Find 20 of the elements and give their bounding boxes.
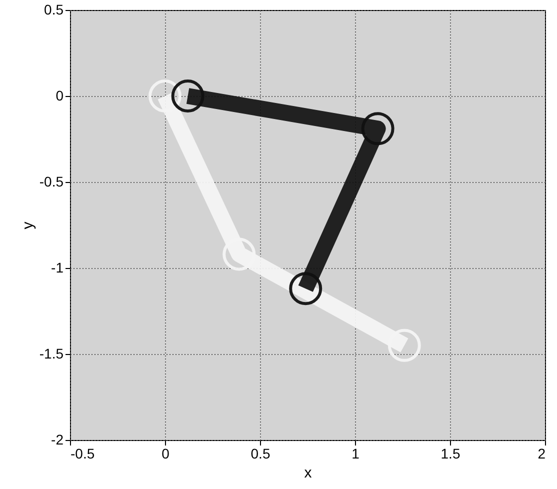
- point: [222, 238, 256, 271]
- point: [148, 80, 182, 112]
- y-axis-title: y: [19, 221, 36, 230]
- y-tick-label: -2: [51, 432, 64, 448]
- x-tick-label: 0: [162, 446, 170, 462]
- y-tick-label: -1.5: [39, 346, 64, 362]
- point: [388, 328, 421, 362]
- x-tick-label: 1: [352, 446, 360, 462]
- y-tick-label: -0.5: [39, 174, 64, 190]
- x-tick-label: 0.5: [250, 446, 270, 462]
- y-tick-label: 0: [56, 88, 64, 104]
- point: [289, 272, 322, 306]
- x-tick-label: 2: [538, 446, 546, 462]
- x-tick-label: -0.5: [70, 446, 95, 462]
- point: [361, 112, 394, 146]
- x-tick-label: 1.5: [440, 446, 460, 462]
- point: [171, 80, 204, 112]
- x-axis-title: x: [304, 464, 312, 482]
- y-tick-label: 0.5: [44, 2, 64, 18]
- y-tick-label: -1: [51, 260, 64, 276]
